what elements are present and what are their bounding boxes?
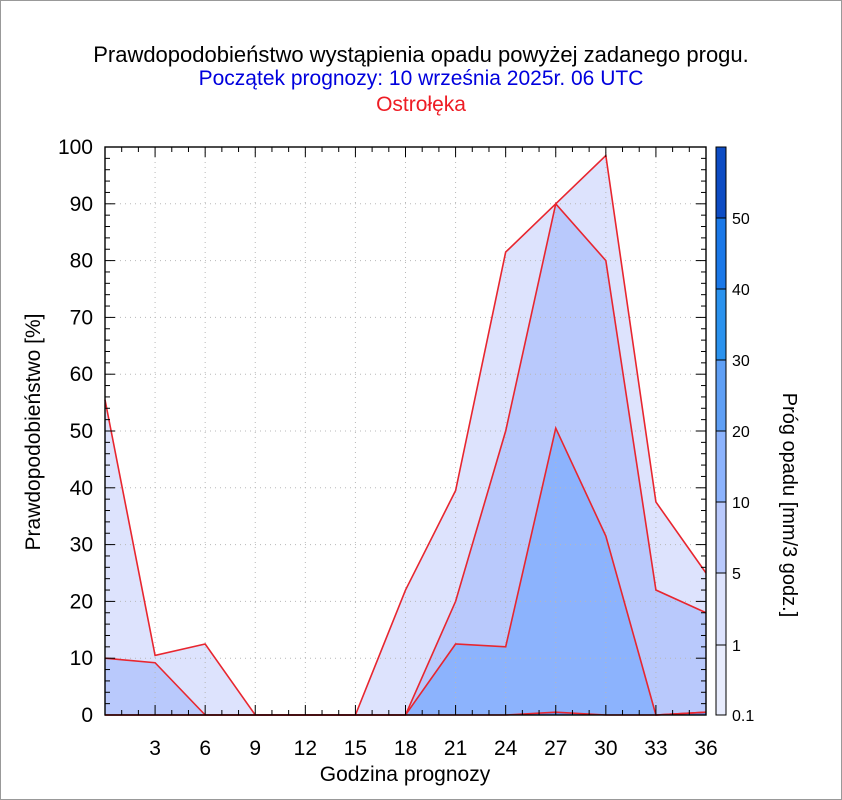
grid [105,147,707,715]
colorbar-tick-label: 40 [732,282,750,299]
x-tick-label: 27 [544,737,567,760]
x-tick-label: 3 [149,737,161,760]
colorbar-tick-label: 5 [732,566,741,583]
x-tick-label: 24 [494,737,518,760]
x-tick-label: 33 [644,737,667,760]
y-tick-label: 90 [70,193,93,216]
colorbar-tick-label: 10 [732,495,750,512]
x-tick-label: 9 [249,737,261,760]
x-tick-label: 30 [594,737,617,760]
x-tick-label: 15 [344,737,367,760]
colorbar-segment [716,218,726,289]
x-tick-label: 12 [294,737,317,760]
y-tick-label: 10 [70,647,93,670]
colorbar-segment [716,147,726,218]
colorbar-tick-label: 30 [732,353,750,370]
colorbar-tick-label: 20 [732,424,750,441]
series-area-5 [105,428,706,715]
colorbar-segment [716,502,726,573]
y-tick-label: 20 [70,590,93,613]
colorbar-tick-label: 1 [732,638,741,655]
colorbar: 0.1 1 5 10 20 30 40 50 [715,146,754,725]
colorbar-segment [716,289,726,360]
y-tick-label: 70 [70,306,93,329]
forecast-start-subtitle: Początek prognozy: 10 września 2025r. 06… [198,67,644,90]
x-tick-label: 21 [444,737,467,760]
y-tick-label: 50 [70,420,93,443]
chart-title: Prawdopodobieństwo wystąpienia opadu pow… [93,42,749,67]
y-tick-label: 40 [70,477,93,500]
y-tick-label: 100 [58,136,93,159]
colorbar-label: Próg opadu [mm/3 godz.] [778,393,800,618]
x-tick-label: 6 [199,737,211,760]
y-tick-label: 60 [70,363,93,386]
colorbar-segment [716,360,726,431]
x-tick-label: 18 [394,737,417,760]
colorbar-segment [716,573,726,645]
location-label: Ostrołęka [376,93,466,116]
colorbar-tick-label: 50 [732,211,750,228]
y-tick-label: 80 [70,250,93,273]
y-tick-label: 0 [81,704,93,727]
x-tick-label: 36 [694,737,717,760]
colorbar-tick-label: 0.1 [732,708,754,725]
y-tick-label: 30 [70,534,93,557]
x-axis-label: Godzina prognozy [320,763,491,786]
colorbar-segment [716,431,726,502]
y-axis-label: Prawdopodobieństwo [%] [22,314,45,551]
colorbar-segment [716,645,726,715]
